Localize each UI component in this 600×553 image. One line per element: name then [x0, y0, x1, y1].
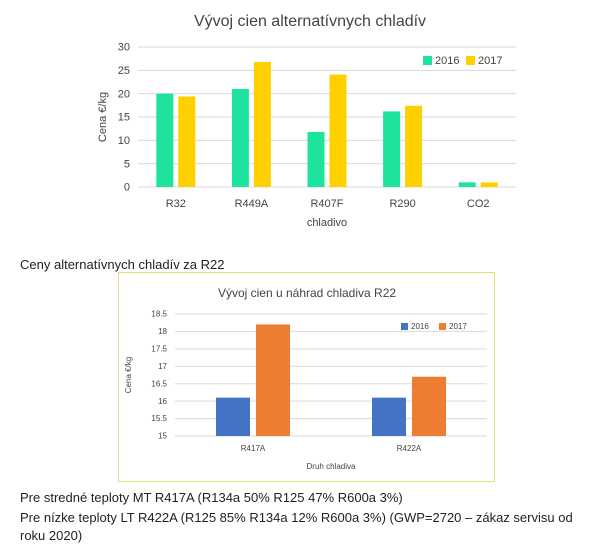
- bar-2016-R290: [383, 111, 401, 187]
- x-axis-label: chladivo: [307, 217, 347, 229]
- y-tick-label: 17: [158, 362, 167, 371]
- r22-replacement-price-chart: Vývoj cien u náhrad chladiva R22 15 15.5 16…: [124, 286, 487, 471]
- bar-2017-R32: [178, 96, 196, 187]
- chart-title: Vývoj cien alternatívnych chladív: [194, 13, 426, 30]
- note-medium-temperature: Pre stredné teploty MT R417A (R134a 50% …: [20, 490, 403, 505]
- y-tick-label: 25: [118, 65, 130, 77]
- category-label: R417A: [241, 444, 266, 453]
- legend-label: 2017: [478, 55, 502, 67]
- y-tick-label: 10: [118, 135, 130, 147]
- category-label: R290: [389, 198, 415, 210]
- y-tick-label: 16.5: [151, 379, 167, 388]
- bar-2017-CO2: [480, 182, 498, 187]
- legend-swatch-2016: [401, 323, 408, 330]
- y-axis-label: Cena €/kg: [124, 357, 133, 393]
- bar-2017-R407F: [329, 74, 347, 187]
- legend-label: 2016: [435, 55, 459, 67]
- y-tick-label: 18.5: [151, 310, 167, 319]
- note-low-temperature: Pre nízke teploty LT R422A (R125 85% R13…: [20, 510, 573, 543]
- category-label: CO2: [467, 198, 490, 210]
- bar-2017-R417A: [256, 324, 290, 436]
- y-tick-label: 15: [158, 432, 167, 441]
- y-tick-label: 15: [118, 112, 130, 124]
- y-tick-label: 5: [124, 158, 130, 170]
- r22-replacement-chart-frame: Vývoj cien u náhrad chladiva R22 15 15.5 16…: [118, 272, 495, 482]
- bar-2016-R32: [156, 93, 174, 187]
- y-tick-label: 16: [158, 397, 167, 406]
- legend-swatch-2017: [466, 56, 475, 65]
- bar-2017-R290: [405, 105, 423, 187]
- category-label: R32: [166, 198, 186, 210]
- chart-caption: Ceny alternatívnych chladív za R22: [20, 257, 225, 272]
- chart-title: Vývoj cien u náhrad chladiva R22: [218, 286, 396, 300]
- bar-2016-R407F: [307, 131, 325, 187]
- legend-swatch-2016: [423, 56, 432, 65]
- y-axis-label: Cena €/kg: [97, 92, 109, 142]
- category-label: R449A: [235, 198, 269, 210]
- bar-2016-R449A: [231, 89, 249, 187]
- bar-2016-R422A: [372, 397, 406, 436]
- bar-2016-CO2: [458, 182, 476, 187]
- legend-swatch-2017: [439, 323, 446, 330]
- bar-2017-R422A: [412, 376, 446, 436]
- bar-2017-R449A: [253, 61, 271, 187]
- category-label: R407F: [310, 198, 343, 210]
- y-tick-label: 0: [124, 182, 130, 194]
- bar-2016-R417A: [216, 397, 250, 436]
- y-tick-label: 15.5: [151, 414, 167, 423]
- y-tick-label: 30: [118, 42, 130, 54]
- y-tick-label: 18: [158, 327, 167, 336]
- y-tick-label: 20: [118, 88, 130, 100]
- category-label: R422A: [397, 444, 422, 453]
- x-axis-label: Druh chladiva: [307, 462, 356, 471]
- refrigerant-price-chart: Vývoj cien alternatívnych chladív 0 5 10 15 2…: [97, 13, 516, 229]
- y-tick-label: 17.5: [151, 345, 167, 354]
- legend-label: 2017: [449, 322, 467, 331]
- legend-label: 2016: [411, 322, 429, 331]
